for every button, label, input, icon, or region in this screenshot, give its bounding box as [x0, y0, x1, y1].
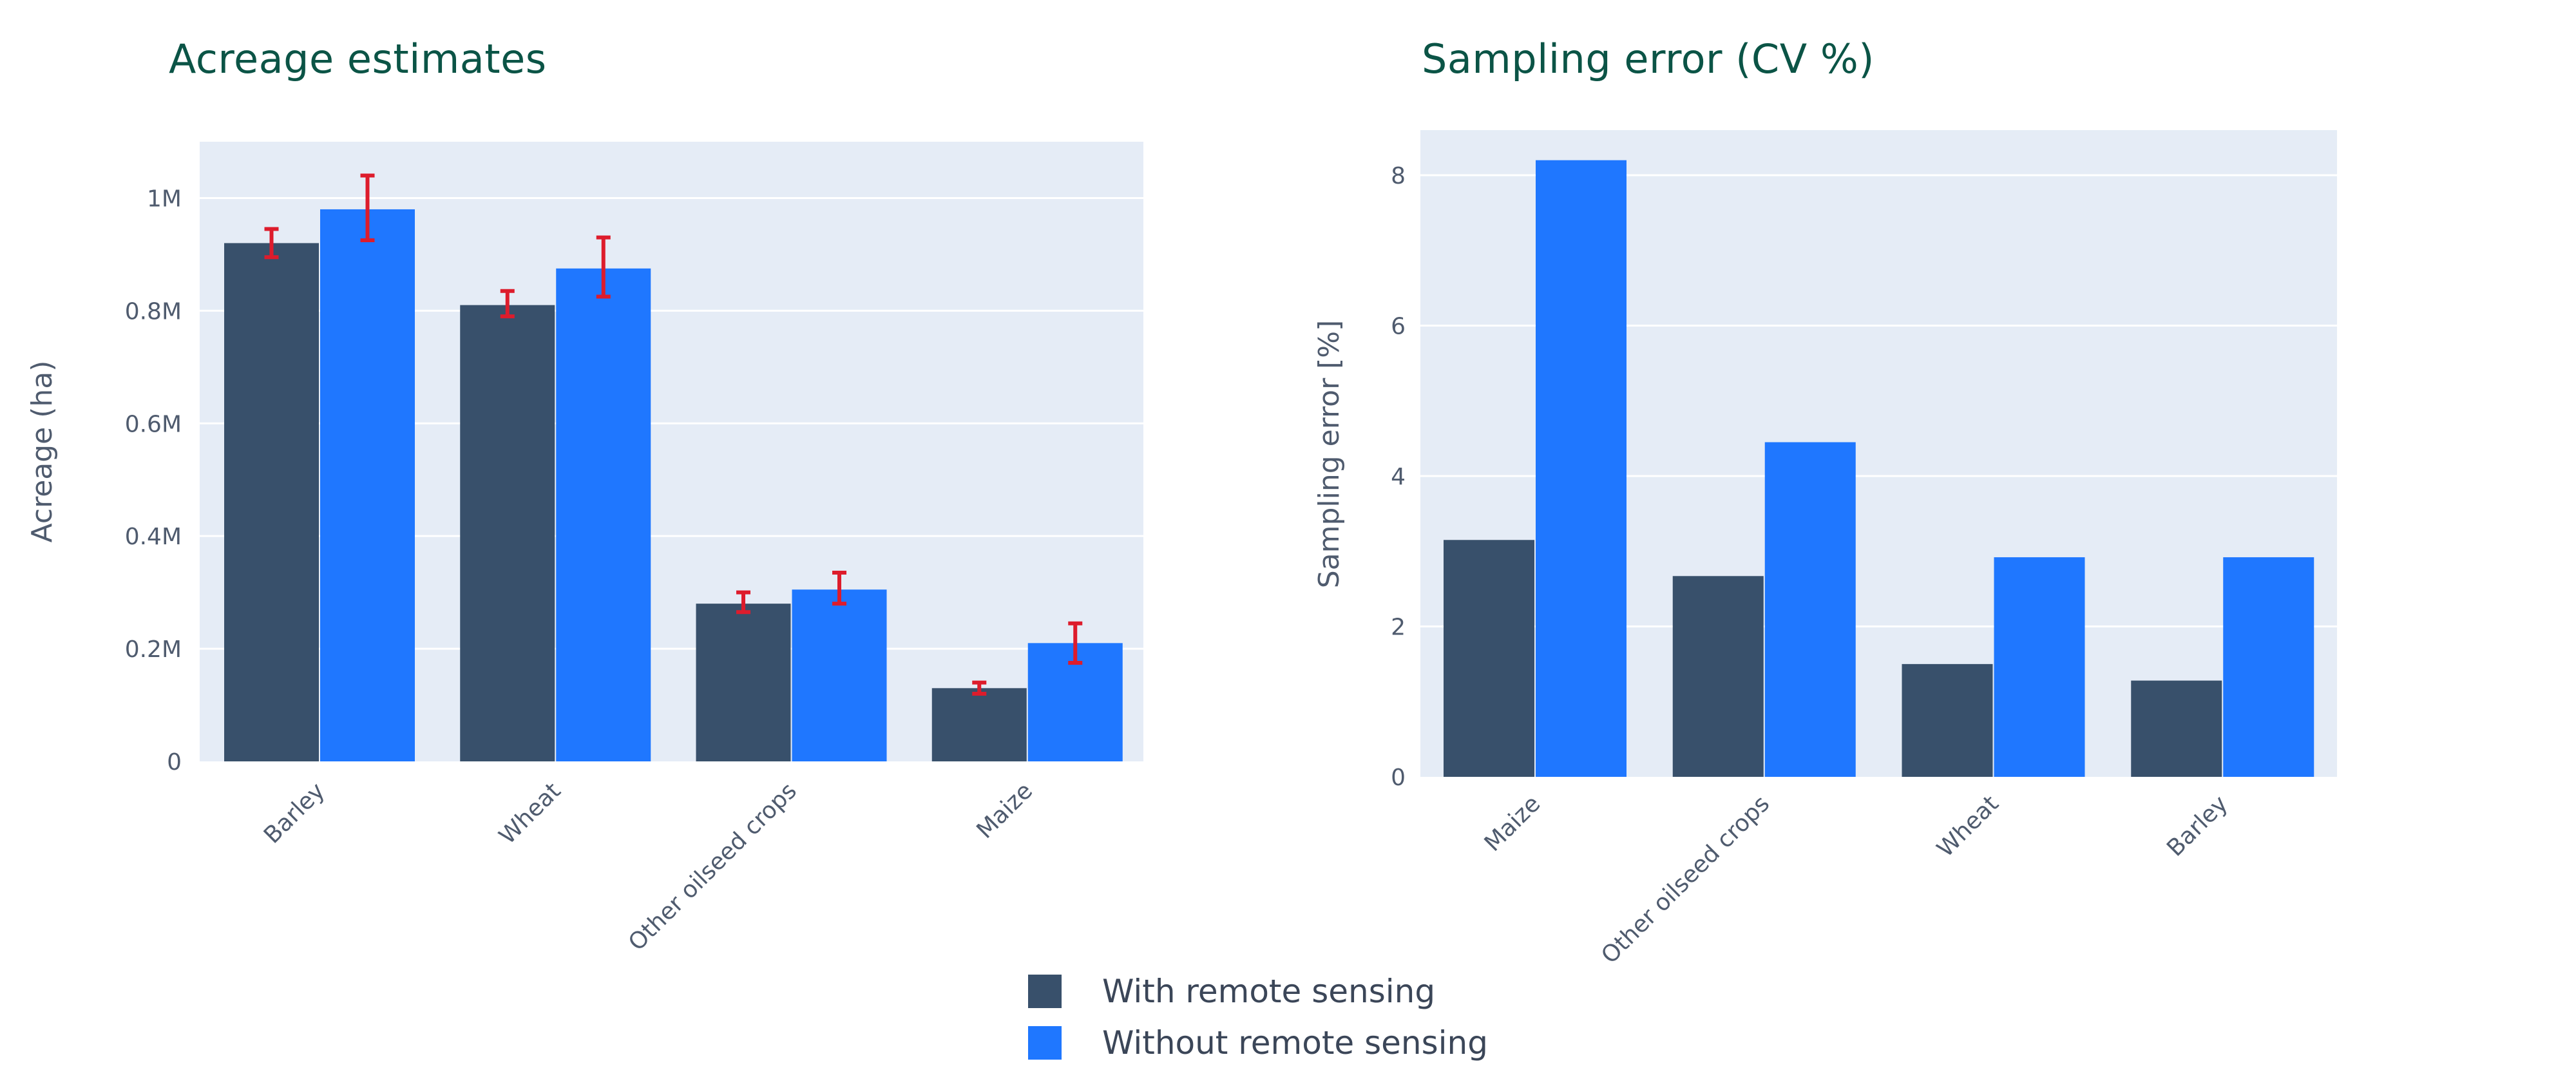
bar-with-remote-sensing	[2131, 680, 2222, 777]
bar-without-remote-sensing	[2223, 557, 2314, 777]
y-tick-label: 0.6M	[125, 411, 182, 437]
x-category-label: Barley	[2162, 790, 2233, 861]
x-category-label: Wheat	[1932, 790, 2004, 863]
x-category-label: Wheat	[494, 777, 566, 850]
legend-label: Without remote sensing	[1102, 1024, 1488, 1062]
y-tick-label: 4	[1391, 464, 1406, 490]
y-axis-label: Acreage (ha)	[26, 361, 59, 543]
bar-without-remote-sensing	[1994, 557, 2085, 777]
legend-swatch	[1028, 1026, 1062, 1060]
y-tick-label: 1M	[147, 186, 182, 212]
bar-without-remote-sensing	[1764, 442, 1856, 777]
legend-label: With remote sensing	[1102, 973, 1435, 1010]
x-category-label: Maize	[1480, 790, 1546, 857]
y-tick-label: 0.2M	[125, 636, 182, 663]
bar-with-remote-sensing	[696, 604, 791, 761]
y-tick-label: 0	[167, 749, 182, 776]
bar-without-remote-sensing	[792, 589, 887, 761]
bar-with-remote-sensing	[460, 305, 555, 762]
x-category-label: Other oilseed crops	[624, 777, 802, 956]
bar-with-remote-sensing	[1444, 540, 1534, 777]
y-tick-label: 0.8M	[125, 298, 182, 325]
y-tick-label: 0	[1391, 765, 1406, 791]
x-category-label: Other oilseed crops	[1596, 790, 1775, 969]
bar-with-remote-sensing	[1902, 663, 1993, 777]
chart-title-acreage: Acreage estimates	[169, 35, 547, 82]
y-tick-label: 8	[1391, 163, 1406, 189]
chart-title-sampling-error: Sampling error (CV %)	[1422, 35, 1875, 82]
y-axis-label: Sampling error [%]	[1313, 320, 1346, 589]
x-category-label: Maize	[971, 777, 1038, 844]
bar-without-remote-sensing	[1536, 160, 1627, 777]
y-tick-label: 0.4M	[125, 524, 182, 550]
x-category-label: Barley	[259, 777, 330, 848]
bar-without-remote-sensing	[320, 209, 415, 762]
bar-with-remote-sensing	[1672, 576, 1764, 777]
y-tick-label: 6	[1391, 314, 1406, 340]
y-tick-label: 2	[1391, 615, 1406, 641]
bar-without-remote-sensing	[556, 268, 651, 762]
bar-with-remote-sensing	[931, 688, 1027, 761]
bar-with-remote-sensing	[224, 243, 319, 761]
legend-swatch	[1028, 975, 1062, 1008]
